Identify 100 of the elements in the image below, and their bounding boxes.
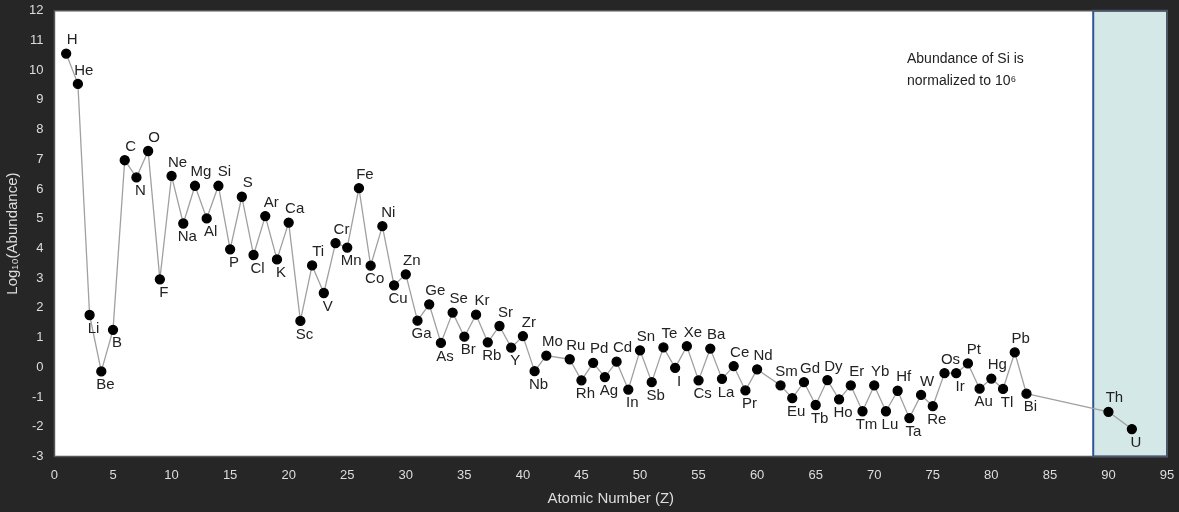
annotation: B [112, 333, 123, 351]
x-tick-label: 55 [691, 466, 706, 482]
x-tick-label: 30 [398, 466, 414, 482]
annotation: Xe [683, 322, 703, 340]
annotation: Pr [741, 394, 757, 412]
x-tick-label: 75 [925, 466, 941, 482]
annotation: Cl [250, 258, 265, 276]
x-tick-label: 20 [281, 466, 296, 482]
x-tick-label: 80 [984, 466, 999, 482]
annotation: Ho [833, 403, 853, 420]
annotation: Kr [474, 291, 490, 309]
annotation: Nd [753, 346, 773, 363]
annotation: Ni [381, 202, 396, 220]
annotation: Er [849, 362, 865, 380]
annotation: F [159, 282, 169, 300]
annotation: Th [1105, 388, 1124, 406]
annotation: Yb [871, 362, 890, 380]
annotation: Si [217, 162, 232, 180]
y-tick-label: 1 [36, 329, 44, 345]
annotation: Pd [589, 339, 609, 357]
annotation: Al [204, 222, 218, 240]
annotation: Abundance of Si is normalized to 10⁶ [907, 48, 1025, 90]
annotation: Mo [541, 332, 563, 350]
annotation: Tm [855, 414, 878, 432]
annotation: Mg [190, 162, 212, 180]
annotation: Ge [425, 280, 446, 298]
annotation: Sr [497, 302, 513, 320]
y-tick-label: 5 [36, 210, 44, 226]
annotation: Pb [1011, 329, 1030, 347]
x-tick-label: 45 [574, 466, 589, 482]
y-tick-label: 8 [36, 121, 44, 137]
x-tick-label: 95 [1159, 466, 1175, 482]
annotation: La [717, 382, 735, 400]
annotation: Lu [881, 414, 899, 432]
annotation: Eu [787, 401, 806, 419]
annotation: In [626, 393, 639, 411]
y-tick-label: 7 [36, 150, 44, 166]
annotation: Ar [263, 192, 279, 210]
annotation: Ne [167, 152, 188, 170]
annotation: Ti [312, 242, 325, 260]
x-tick-label: 35 [457, 466, 472, 482]
x-tick-label: 65 [808, 466, 823, 482]
annotation: Bi [1023, 397, 1038, 415]
annotation: Ba [707, 325, 727, 343]
annotation: Gd [799, 358, 820, 376]
annotation: Cd [612, 338, 633, 356]
x-axis-title: Atomic Number (Z) [547, 489, 675, 507]
x-tick-label: 5 [109, 466, 117, 482]
annotation: Re [927, 409, 947, 427]
annotation: N [135, 181, 146, 199]
x-tick-label: 10 [164, 466, 179, 482]
annotation: Dy [824, 356, 844, 374]
annotation: K [275, 263, 286, 281]
y-tick-label: -1 [31, 388, 44, 404]
y-tick-label: 2 [36, 299, 44, 315]
annotation: Li [87, 318, 100, 336]
annotation: Ta [905, 421, 922, 439]
y-tick-label: 3 [36, 269, 44, 285]
annotation: Mn [340, 251, 362, 269]
annotation: Ce [730, 342, 750, 360]
annotation: Sb [646, 385, 665, 403]
x-tick-label: 0 [50, 466, 59, 482]
annotation: O [148, 127, 160, 145]
y-tick-label: 0 [36, 358, 44, 374]
annotation: Au [974, 392, 993, 410]
annotation: Te [661, 324, 678, 342]
annotation: Fe [356, 164, 374, 182]
y-tick-label: 11 [29, 32, 44, 48]
annotation: Cr [333, 219, 350, 237]
annotation: Sm [775, 362, 798, 380]
annotation: Hg [987, 355, 1007, 373]
annotation: Be [96, 375, 115, 393]
annotation: Tb [810, 408, 829, 426]
x-tick-label: 90 [1101, 466, 1116, 482]
annotation: Se [449, 289, 468, 307]
x-tick-label: 85 [1042, 466, 1058, 482]
y-tick-label: 10 [28, 61, 44, 77]
y-tick-label: 4 [36, 240, 44, 256]
y-tick-label: -3 [31, 447, 44, 463]
y-tick-label: 6 [36, 180, 44, 196]
annotation: Pt [966, 340, 982, 358]
x-tick-label: 60 [749, 466, 765, 482]
annotation: Ga [411, 324, 433, 342]
annotation: I [677, 371, 682, 389]
annotation: Br [460, 340, 476, 358]
annotation: H [66, 30, 78, 48]
y-tick-label: 9 [36, 91, 44, 107]
x-tick-label: 25 [340, 466, 355, 482]
annotation: Hf [896, 367, 912, 385]
annotation: P [229, 252, 240, 270]
annotation: Rh [575, 383, 596, 401]
y-tick-label: 12 [28, 2, 44, 18]
annotation: W [919, 371, 935, 389]
annotation: Sc [295, 324, 314, 342]
annotation: Cu [388, 288, 408, 306]
annotation: Co [365, 269, 385, 287]
annotation: Nb [529, 374, 549, 392]
annotation: Ca [285, 199, 305, 217]
annotation: V [322, 296, 333, 314]
annotation: Os [940, 349, 961, 367]
